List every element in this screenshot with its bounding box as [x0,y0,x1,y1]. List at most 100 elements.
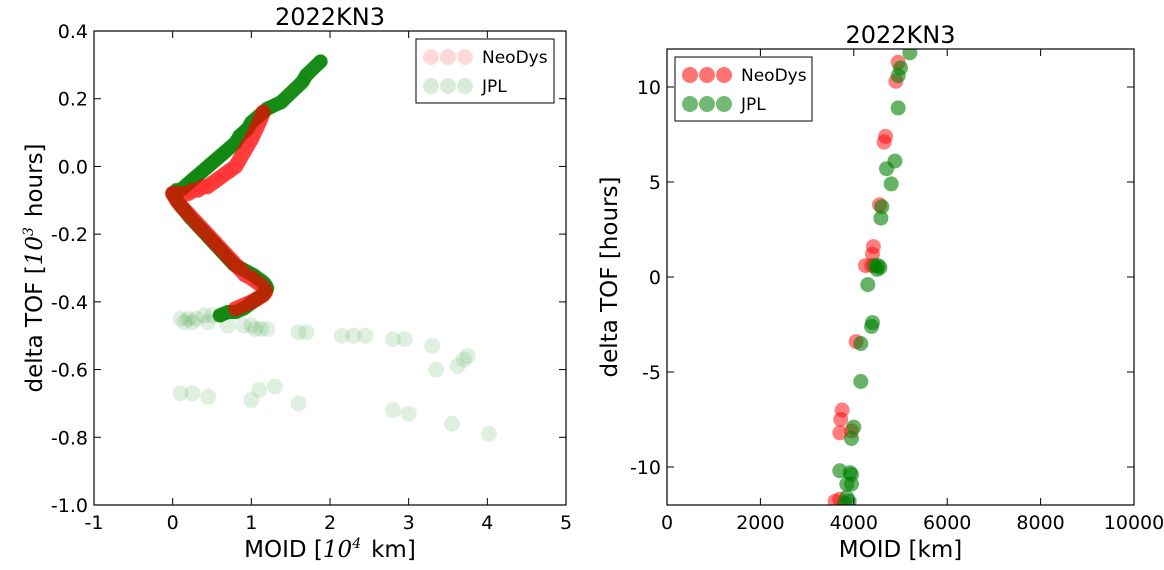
y-tick-label: 0 [649,267,661,289]
xlabel-prefix: MOID [ [244,537,323,563]
data-point [890,68,906,84]
data-point [443,415,460,432]
data-point [853,374,869,389]
x-tick-label: -1 [85,512,104,534]
data-point [864,246,880,262]
data-point [839,476,855,492]
legend-marker-neodys [457,49,473,65]
data-point [298,324,315,341]
legend-marker-neodys [682,67,698,83]
data-point [247,320,264,337]
x-axis-label: MOID [km] [839,537,962,563]
data-point [455,351,472,368]
data-point [860,277,876,293]
y-tick-label: -0.8 [51,427,88,449]
y-tick-label: -0.6 [51,360,88,382]
legend: NeoDys JPL [674,56,813,122]
data-point [890,100,906,116]
data-point [459,348,476,365]
legend-marker-jpl [682,96,698,112]
y-tick-label: -0.4 [51,292,88,314]
x-tick-label: 1 [245,512,257,534]
data-point [876,134,892,150]
series-trail-neodys [165,104,273,317]
data-point [874,199,890,215]
data-point [172,385,189,402]
data-point [176,314,193,331]
data-point [290,395,307,412]
legend-label: JPL [481,77,507,97]
data-point [449,358,466,375]
legend-label: NeoDys [482,48,548,68]
data-point [333,327,350,344]
ylabel-suffix: hours] [22,143,48,217]
legend-marker-neodys [699,67,715,83]
data-point [345,327,362,344]
data-point [384,331,401,348]
xlabel-exponent: 4 [351,536,361,552]
legend-marker-jpl [440,78,456,94]
y-tick-label: 5 [649,172,661,194]
data-point [883,176,899,192]
data-point [243,392,260,409]
chart-panel-2: 0 2000 4000 6000 8000 10000 -10 -5 0 5 10 2022KN3 MO… [597,21,1164,563]
legend-box [674,56,813,122]
x-tick-label: 0 [167,512,179,534]
data-point [396,331,413,348]
y-tick-label: -0.2 [51,224,88,246]
x-tick-label: 2000 [736,512,784,534]
legend-marker-jpl [423,78,439,94]
data-point [878,161,894,177]
data-point [357,327,374,344]
y-axis-label: delta TOF [103 hours] [21,143,48,392]
data-point [867,258,883,274]
data-point [252,320,269,337]
x-tick-label: 6000 [923,512,971,534]
data-point [235,317,252,334]
legend-label: JPL [740,95,766,115]
data-point [480,425,497,442]
y-axis-label: delta TOF [hours] [597,177,623,378]
legend-marker-jpl [699,96,715,112]
x-tick-label: 5 [560,512,572,534]
data-point [839,489,855,505]
data-point [902,49,918,61]
chart-title: 2022KN3 [275,3,385,31]
data-point [259,320,276,337]
data-point [184,385,201,402]
legend: NeoDys JPL [415,38,555,104]
xlabel-suffix: km] [371,537,416,563]
y-tick-label: -1.0 [51,495,88,517]
y-tick-label: 10 [637,77,661,99]
data-point [251,381,268,398]
x-tick-label: 0 [661,512,673,534]
legend-marker-neodys [440,49,456,65]
ylabel-exponent: 3 [21,227,37,236]
data-point [266,378,283,395]
data-point [832,425,848,441]
series-jpl [832,49,918,505]
legend-marker-jpl [457,78,473,94]
ylabel-prefix: delta TOF [ [22,265,48,392]
data-point [873,210,889,226]
data-point [172,310,189,327]
data-point [290,324,307,341]
x-tick-label: 10000 [1104,512,1164,534]
ylabel-power: 10 [22,236,48,265]
data-point [188,310,205,327]
data-point [384,402,401,419]
legend-box [415,38,555,104]
data-point [400,405,417,422]
legend-label: NeoDys [741,66,807,86]
data-point [196,307,213,324]
data-point [833,412,849,427]
data-point [184,314,201,331]
data-point [219,317,236,334]
data-marks [827,49,918,505]
legend-marker-jpl [716,96,732,112]
y-tick-label: 0.4 [58,21,88,43]
x-tick-label: 4000 [830,512,878,534]
data-point [853,336,869,351]
x-axis-label: MOID [104 km] [244,536,416,563]
